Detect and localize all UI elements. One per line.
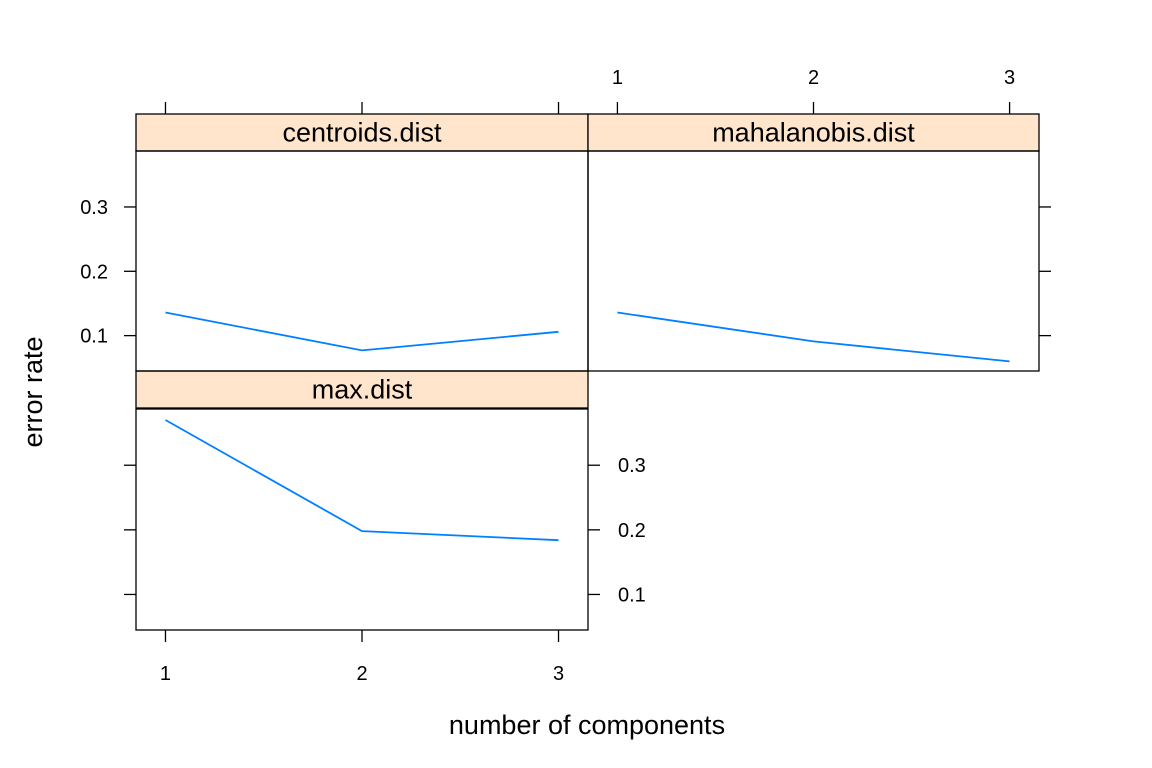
x-tick-label: 2 — [808, 67, 819, 89]
panel-title-max-dist: max.dist — [312, 375, 413, 405]
y-tick-label: 0.2 — [80, 261, 108, 283]
x-tick-label: 3 — [553, 663, 564, 685]
y-tick-label: 0.3 — [80, 197, 108, 219]
y-tick-label: 0.3 — [618, 455, 646, 477]
plot-frame-mahalanobis-dist — [587, 150, 1040, 372]
panel-mahalanobis-dist: mahalanobis.dist 1 2 3 — [587, 67, 1051, 372]
panel-title-mahalanobis-dist: mahalanobis.dist — [712, 118, 915, 148]
x-tick-label: 1 — [612, 67, 623, 89]
y-tick-label: 0.2 — [618, 520, 646, 542]
series-line-mahalanobis-dist — [617, 311, 1010, 363]
y-tick-label: 0.1 — [80, 326, 108, 348]
panel-title-centroids-dist: centroids.dist — [282, 118, 442, 148]
panel-centroids-dist: centroids.dist 0.1 0.2 0.3 — [80, 102, 589, 372]
strip-max-dist — [135, 370, 589, 409]
y-tick-label: 0.1 — [618, 584, 646, 606]
series-line-max-dist — [165, 419, 559, 542]
plot-frame-centroids-dist — [135, 150, 589, 372]
panel-max-dist: max.dist 1 2 3 0.1 0.2 0.3 — [124, 370, 646, 685]
x-tick-label: 1 — [160, 663, 171, 685]
panels: max.dist 1 2 3 0.1 0.2 0.3 centroids.dist 0.1 0.2… — [80, 67, 1051, 685]
y-axis-label: error rate — [18, 336, 48, 447]
x-axis-label: number of components — [449, 710, 725, 740]
x-tick-label: 2 — [356, 663, 367, 685]
x-tick-label: 3 — [1004, 67, 1015, 89]
series-line-centroids-dist — [165, 311, 559, 352]
